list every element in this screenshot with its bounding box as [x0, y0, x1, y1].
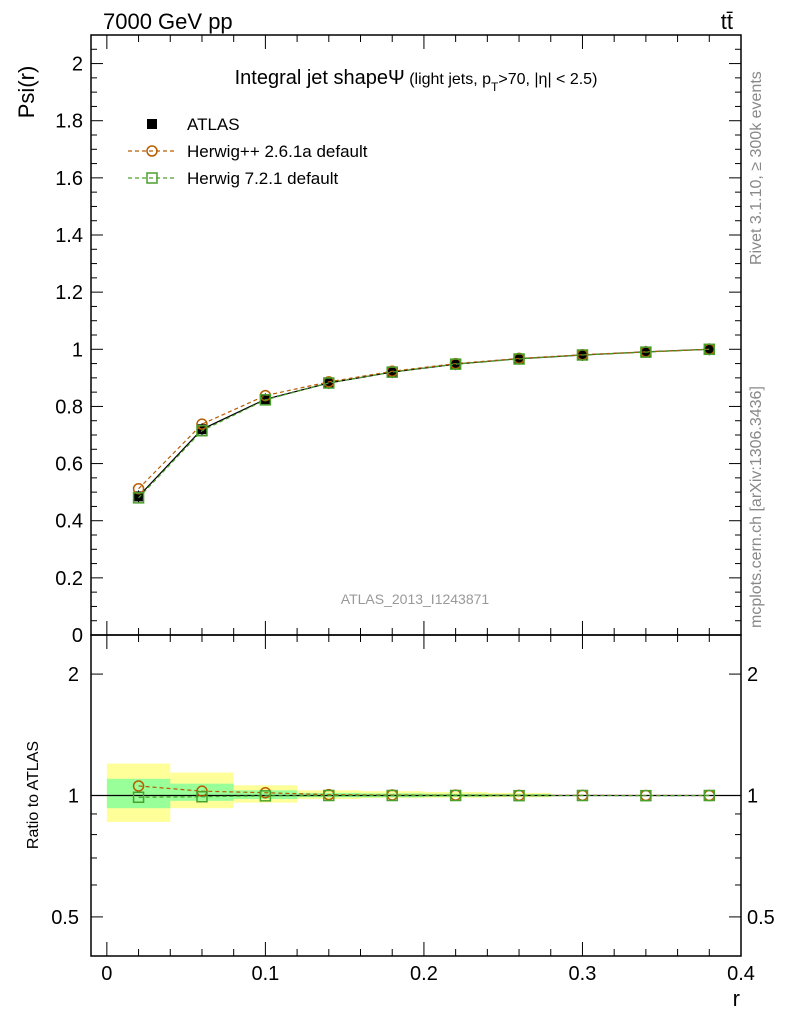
- main-point: [196, 418, 208, 430]
- main-y-tick-label: 1.4: [55, 225, 83, 247]
- ratio-point: [132, 791, 145, 804]
- main-point: [323, 378, 334, 388]
- main-point: [640, 346, 652, 358]
- ratio-panel: 0.5 0.5 1 1 2 2 0 0.1 0.2 0.3 0.4 Ratio to ATLAS r: [25, 634, 775, 1011]
- x-tick-label: 0: [101, 963, 112, 985]
- main-point: [449, 358, 462, 370]
- ratio-band-green: [233, 790, 298, 800]
- main-y-tick-label: 1.2: [55, 282, 83, 304]
- main-point: [576, 349, 589, 361]
- process-label: tt̄: [721, 9, 733, 34]
- main-point: [259, 394, 272, 406]
- main-y-tick-label: 0.8: [55, 396, 83, 418]
- main-series-line: [138, 348, 710, 497]
- main-point: [387, 367, 398, 378]
- analysis-watermark: ATLAS_2013_I1243871: [341, 591, 490, 607]
- main-point: [132, 482, 145, 495]
- main-y-tick-label: 0: [72, 625, 83, 647]
- ratio-y-tick-label: 1: [68, 786, 79, 808]
- main-y-tick-label: 2: [72, 54, 83, 76]
- ratio-point: [640, 789, 652, 802]
- main-y-tick-label: 0.4: [55, 511, 83, 533]
- x-tick-label: 0.3: [569, 963, 597, 985]
- ratio-point: [196, 790, 208, 803]
- ratio-point: [386, 789, 398, 802]
- ratio-band-green: [106, 778, 171, 809]
- legend-label: Herwig 7.2.1 default: [187, 169, 338, 188]
- main-panel: 0 0.2 0.4 0.6 0.8 1 1.2 1.4 1.6 1.8 2 ATLAS_2013_I…: [14, 34, 742, 647]
- main-y-tick-label: 0.6: [55, 454, 83, 476]
- rivet-version-label: Rivet 3.1.10, ≥ 300k events: [748, 71, 765, 265]
- ratio-point: [323, 789, 335, 802]
- ratio-point: [259, 790, 272, 802]
- main-point: [196, 424, 208, 437]
- main-series-line: [138, 348, 710, 490]
- main-ylabel: Psi(r): [14, 66, 39, 119]
- legend-label: ATLAS: [187, 115, 240, 134]
- main-y-tick-label: 1.6: [55, 168, 83, 190]
- main-point: [703, 343, 716, 356]
- x-tick-label: 0.2: [410, 963, 438, 985]
- main-series-line: [138, 348, 710, 499]
- main-point: [323, 377, 335, 389]
- main-point: [386, 366, 398, 378]
- main-y-tick-label: 1.8: [55, 111, 83, 133]
- main-y-tick-label: 0.2: [55, 568, 83, 590]
- ratio-y-tick-label-right: 1: [747, 786, 758, 808]
- x-tick-label: 0.1: [251, 963, 279, 985]
- legend-label: Herwig++ 2.6.1a default: [187, 142, 368, 161]
- ratio-point: [703, 789, 716, 802]
- main-title: Integral jet shapeΨ (light jets, pT>70, …: [235, 67, 598, 94]
- ratio-point: [449, 789, 462, 802]
- ratio-point: [576, 789, 589, 802]
- main-y-tick-label: 1: [72, 339, 83, 361]
- ratio-y-tick-label: 0.5: [51, 907, 79, 929]
- x-tick-label: 0.4: [727, 963, 755, 985]
- energy-label: 7000 GeV pp: [103, 9, 233, 34]
- x-axis-label: r: [733, 986, 740, 1011]
- ratio-y-tick-label: 2: [68, 664, 79, 686]
- legend-marker: [146, 145, 158, 157]
- legend-marker: [147, 119, 157, 129]
- ratio-point: [132, 780, 145, 792]
- main-point: [513, 353, 525, 365]
- legend-marker: [146, 172, 158, 184]
- ratio-ylabel: Ratio to ATLAS: [25, 741, 42, 849]
- mcplots-label: mcplots.cern.ch [arXiv:1306.3436]: [748, 386, 765, 628]
- ratio-y-tick-label-right: 2: [747, 664, 758, 686]
- main-point: [132, 492, 145, 504]
- main-point: [133, 491, 144, 502]
- ratio-y-tick-label-right: 0.5: [747, 907, 775, 929]
- ratio-point: [513, 789, 525, 802]
- legend: ATLAS Herwig++ 2.6.1a default Herwig 7.2.1…: [128, 115, 368, 188]
